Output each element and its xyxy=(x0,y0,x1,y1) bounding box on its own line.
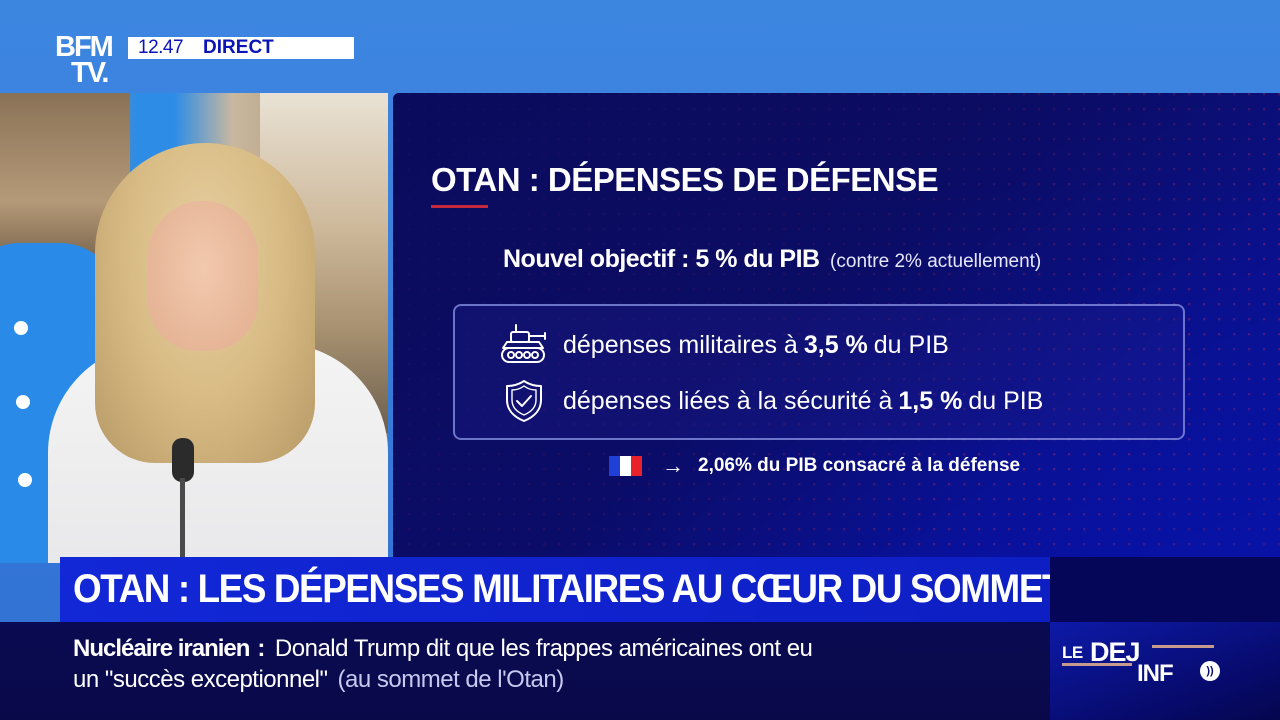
graphic-title: OTAN : DÉPENSES DE DÉFENSE xyxy=(431,161,939,198)
decor-dot xyxy=(16,395,30,409)
sound-wave-icon: )) xyxy=(1200,661,1220,681)
objective-note: (contre 2% actuellement) xyxy=(830,251,1042,272)
france-spending-line: → 2,06% du PIB consacré à la défense xyxy=(609,453,1020,479)
arrow-right-icon: → xyxy=(662,453,684,478)
microphone-stand xyxy=(180,478,185,563)
ticker-text-2: un "succès exceptionnel" xyxy=(73,666,328,693)
logo-line-decor xyxy=(1152,645,1214,648)
show-logo-area: LE DEJ INF )) xyxy=(1050,622,1280,720)
breakdown-row-security: dépenses liées à la sécurité à 1,5 % du … xyxy=(505,378,1043,424)
live-label: DIRECT xyxy=(203,37,274,58)
shield-check-icon xyxy=(506,380,542,422)
logo-le: LE xyxy=(1062,643,1083,662)
logo-line1: BFM xyxy=(55,31,114,63)
breakdown-box: dépenses militaires à 3,5 % du PIB dépen… xyxy=(453,304,1185,440)
headline-text: OTAN : LES DÉPENSES MILITAIRES AU CŒUR D… xyxy=(73,567,1064,611)
objective-main: Nouvel objectif : 5 % du PIB xyxy=(503,245,820,273)
decor-dot xyxy=(18,473,32,487)
ticker-separator: : xyxy=(257,635,265,662)
ticker-topic: Nucléaire iranien xyxy=(73,635,250,662)
objective-line: Nouvel objectif : 5 % du PIB (contre 2% … xyxy=(503,245,1041,274)
clock-time: 12.47 xyxy=(138,37,184,58)
headline-banner-cap xyxy=(1050,557,1280,622)
ticker-note: (au sommet de l'Otan) xyxy=(337,666,565,693)
security-prefix: dépenses liées à la sécurité à xyxy=(563,386,893,415)
news-ticker: Nucléaire iranien: Donald Trump dit que l… xyxy=(0,622,1050,720)
logo-info: INF xyxy=(1137,660,1174,687)
france-flag-icon xyxy=(609,456,642,476)
microphone-icon xyxy=(172,438,194,482)
tank-icon xyxy=(501,324,546,363)
bfmtv-logo: BFM TV. xyxy=(55,31,125,90)
security-suffix: du PIB xyxy=(968,386,1044,415)
logo-line-decor xyxy=(1062,663,1132,666)
presenter-face xyxy=(148,201,258,351)
security-value: 1,5 % xyxy=(898,386,963,415)
military-value: 3,5 % xyxy=(803,330,868,359)
logo-line2: TV. xyxy=(71,57,109,90)
infographic-panel: OTAN : DÉPENSES DE DÉFENSE Nouvel object… xyxy=(393,93,1280,563)
breakdown-row-military: dépenses militaires à 3,5 % du PIB xyxy=(501,322,949,368)
presenter-video xyxy=(0,93,388,563)
live-clock-badge: 12.47 DIRECT xyxy=(128,37,354,59)
military-suffix: du PIB xyxy=(873,330,949,359)
decor-dot xyxy=(14,321,28,335)
france-spending-text: 2,06% du PIB consacré à la défense xyxy=(698,455,1021,476)
ticker-text-1: Donald Trump dit que les frappes américa… xyxy=(274,635,813,662)
logo-dej: DEJ xyxy=(1090,637,1141,667)
ticker-line-1: Nucléaire iranien: Donald Trump dit que l… xyxy=(73,635,813,663)
title-underline xyxy=(431,205,488,208)
headline-banner: OTAN : LES DÉPENSES MILITAIRES AU CŒUR D… xyxy=(60,557,1064,622)
ticker-line-2: un "succès exceptionnel" (au sommet de l'… xyxy=(73,666,564,694)
military-prefix: dépenses militaires à xyxy=(563,330,798,359)
